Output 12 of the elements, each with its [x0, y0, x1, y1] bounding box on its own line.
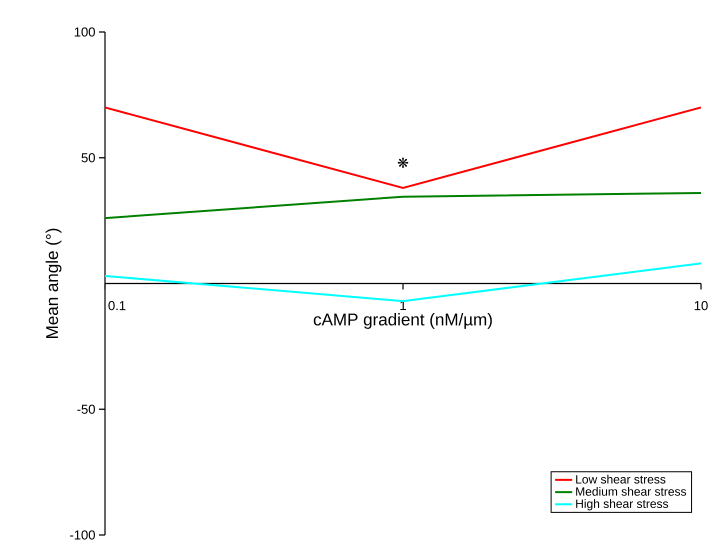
x-tick-label: 10: [694, 301, 708, 310]
y-tick-label: -100: [70, 530, 95, 540]
y-tick-label: 50: [82, 153, 95, 162]
x-tick-label: 0.1: [108, 301, 126, 310]
legend-label: High shear stress: [576, 499, 668, 510]
y-tick-label: -50: [77, 404, 95, 414]
legend-label: Medium shear stress: [576, 486, 686, 496]
x-axis-title: cAMP gradient (nM/µm): [314, 313, 492, 329]
y-axis-title: Mean angle (°): [46, 228, 62, 338]
y-tick-label: 100: [74, 27, 95, 37]
annotation: ❋: [398, 157, 408, 168]
legend-label: Low shear stress: [576, 474, 666, 484]
